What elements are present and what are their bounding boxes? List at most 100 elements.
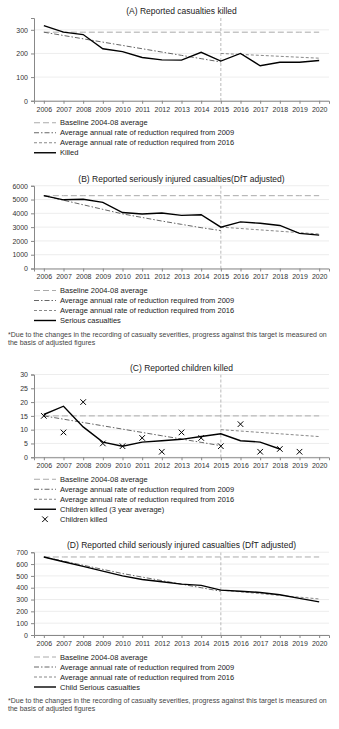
y-tick: 4000 bbox=[12, 210, 34, 217]
x-tick: 2013 bbox=[174, 457, 190, 469]
x-tick-mark bbox=[103, 635, 104, 638]
y-tick: 30 bbox=[20, 371, 34, 378]
x-tick-label: 2015 bbox=[214, 106, 230, 113]
x-tick-mark bbox=[221, 457, 222, 460]
legend-item: Children killed bbox=[42, 515, 107, 524]
y-tick-label: 0 bbox=[24, 97, 28, 104]
panel-title: (C) Reported children killed bbox=[130, 363, 233, 373]
scatter-point bbox=[41, 413, 47, 419]
y-tick: 600 bbox=[16, 561, 34, 568]
x-tick-mark bbox=[64, 457, 65, 460]
plot-area: 2006200720082009201020112012201320142015… bbox=[12, 182, 329, 280]
y-tick: 0 bbox=[24, 632, 34, 639]
legend-label: Baseline 2004-08 average bbox=[60, 653, 148, 662]
y-tick-label: 3000 bbox=[12, 224, 28, 231]
series-line bbox=[44, 26, 319, 66]
y-tick-label: 200 bbox=[16, 608, 28, 615]
x-tick: 2011 bbox=[135, 457, 150, 469]
x-tick: 2008 bbox=[76, 635, 92, 647]
x-tick-label: 2007 bbox=[56, 462, 72, 469]
y-axis-line bbox=[31, 553, 35, 636]
x-tick: 2011 bbox=[135, 101, 150, 113]
scatter-point bbox=[179, 430, 185, 436]
x-tick: 2009 bbox=[96, 269, 112, 281]
legend-item: Serious casualties bbox=[34, 316, 121, 325]
y-tick-label: 4000 bbox=[12, 210, 28, 217]
x-tick-label: 2010 bbox=[115, 640, 131, 647]
x-tick-label: 2018 bbox=[273, 273, 289, 280]
x-tick-mark bbox=[64, 635, 65, 638]
x-tick-mark bbox=[221, 269, 222, 272]
grid-line bbox=[34, 374, 329, 375]
x-tick-mark bbox=[319, 457, 320, 460]
x-tick-label: 2015 bbox=[214, 273, 230, 280]
y-tick-mark bbox=[31, 77, 34, 78]
legend-label: Average annual rate of reduction require… bbox=[60, 296, 234, 305]
x-axis: 2006200720082009201020112012201320142015… bbox=[35, 101, 330, 113]
y-tick-mark bbox=[31, 588, 34, 589]
x-tick-mark bbox=[162, 457, 163, 460]
y-tick: 200 bbox=[16, 608, 34, 615]
x-tick-mark bbox=[83, 635, 84, 638]
y-tick: 500 bbox=[16, 573, 34, 580]
legend-swatch bbox=[34, 122, 56, 123]
x-tick-label: 2010 bbox=[115, 106, 131, 113]
x-tick-label: 2013 bbox=[174, 106, 190, 113]
x-tick: 2015 bbox=[214, 269, 230, 281]
grid-line bbox=[34, 254, 329, 255]
x-tick-mark bbox=[123, 269, 124, 272]
y-tick: 2000 bbox=[12, 238, 34, 245]
x-tick-label: 2020 bbox=[312, 273, 328, 280]
annotation-line: *Due to the changes in the recording of … bbox=[8, 697, 327, 705]
x-tick: 2018 bbox=[273, 457, 289, 469]
x-tick-label: 2006 bbox=[37, 640, 53, 647]
series-line bbox=[44, 557, 221, 591]
x-tick-mark bbox=[162, 269, 163, 272]
series-line bbox=[44, 557, 319, 602]
legend-label: Average annual rate of reduction require… bbox=[60, 128, 234, 137]
y-tick-label: 20 bbox=[20, 399, 28, 406]
x-tick: 2006 bbox=[37, 269, 53, 281]
legend-item: Average annual rate of reduction require… bbox=[34, 138, 234, 147]
x-axis-line bbox=[35, 269, 330, 272]
x-tick-label: 2010 bbox=[115, 273, 131, 280]
x-tick: 2009 bbox=[96, 101, 112, 113]
x-tick: 2020 bbox=[312, 635, 328, 647]
x-tick: 2010 bbox=[115, 635, 131, 647]
grid-line bbox=[34, 29, 329, 30]
x-tick-mark bbox=[142, 101, 143, 104]
y-tick-mark bbox=[31, 213, 34, 214]
x-tick: 2020 bbox=[312, 269, 328, 281]
x-axis-line bbox=[35, 101, 330, 104]
legend-swatch bbox=[34, 667, 56, 668]
y-tick-label: 200 bbox=[16, 50, 28, 57]
y-axis: 051015202530 bbox=[20, 371, 34, 461]
x-tick-label: 2019 bbox=[292, 640, 308, 647]
y-tick-label: 300 bbox=[16, 27, 28, 34]
grid-line bbox=[34, 53, 329, 54]
scatter-point bbox=[198, 435, 204, 441]
x-axis: 2006200720082009201020112012201320142015… bbox=[35, 269, 330, 281]
x-tick-mark bbox=[280, 101, 281, 104]
x-tick-mark bbox=[300, 101, 301, 104]
y-tick: 0 bbox=[24, 97, 34, 104]
x-tick-label: 2014 bbox=[194, 273, 210, 280]
panel: *Due to the changes in the recording of … bbox=[8, 540, 330, 713]
scatter-point bbox=[277, 446, 283, 452]
x-tick-mark bbox=[280, 635, 281, 638]
legend-label: Average annual rate of reduction require… bbox=[60, 673, 234, 682]
y-tick: 100 bbox=[16, 74, 34, 81]
x-axis: 2006200720082009201020112012201320142015… bbox=[35, 635, 330, 647]
grid-line bbox=[34, 402, 329, 403]
series-line bbox=[44, 416, 221, 446]
y-tick-mark bbox=[31, 375, 34, 376]
y-tick-label: 700 bbox=[16, 549, 28, 556]
x-tick: 2015 bbox=[214, 101, 230, 113]
grid-line bbox=[34, 587, 329, 588]
x-tick-mark bbox=[221, 635, 222, 638]
y-tick-label: 30 bbox=[20, 371, 28, 378]
x-tick: 2009 bbox=[96, 457, 112, 469]
grid-line bbox=[34, 443, 329, 444]
x-tick-mark bbox=[64, 101, 65, 104]
grid-line bbox=[34, 575, 329, 576]
